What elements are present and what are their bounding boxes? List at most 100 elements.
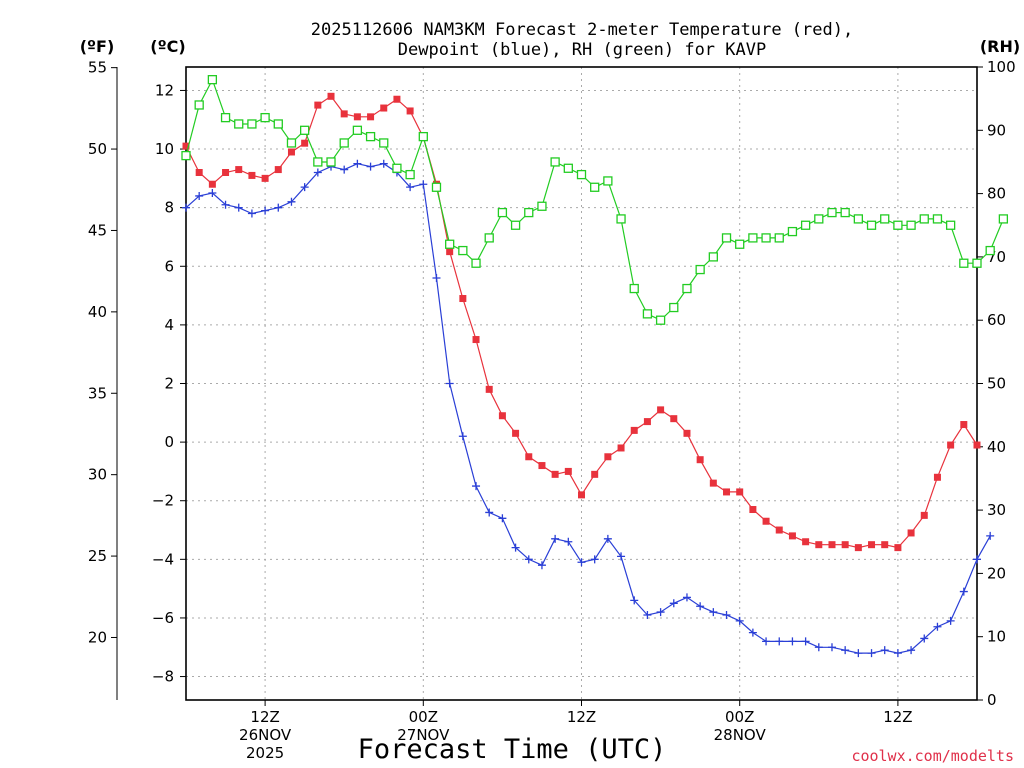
data-point xyxy=(709,479,717,487)
series-relative-humidity xyxy=(181,75,1009,325)
data-point xyxy=(195,191,204,200)
data-point xyxy=(682,283,692,294)
rh-tick-label: 0 xyxy=(987,691,997,709)
data-point xyxy=(920,511,928,519)
data-point xyxy=(723,488,731,496)
fahrenheit-tick-label: 45 xyxy=(88,221,107,239)
data-point xyxy=(445,239,455,249)
data-point xyxy=(512,429,520,437)
rh-tick-label: 20 xyxy=(987,564,1006,582)
data-point xyxy=(524,207,534,218)
celsius-tick-label: −2 xyxy=(152,492,174,510)
data-point xyxy=(828,541,836,549)
data-point xyxy=(459,295,467,303)
data-point xyxy=(695,264,705,275)
data-point xyxy=(392,163,402,173)
data-point xyxy=(972,258,982,268)
data-point xyxy=(708,252,718,262)
rh-tick-label: 80 xyxy=(987,185,1006,203)
x-tick-label-time: 00Z xyxy=(725,708,754,726)
celsius-tick-label: −6 xyxy=(152,609,174,627)
x-tick-label-time: 12Z xyxy=(250,708,279,726)
data-point xyxy=(220,112,231,123)
data-point xyxy=(894,544,902,552)
data-point xyxy=(406,183,415,192)
data-point xyxy=(669,302,679,313)
data-point xyxy=(182,142,190,150)
data-point xyxy=(657,406,665,414)
data-point xyxy=(762,517,770,525)
data-point xyxy=(182,203,190,212)
data-point xyxy=(248,171,256,179)
fahrenheit-tick-label: 25 xyxy=(88,547,107,565)
data-point xyxy=(800,220,811,230)
celsius-tick-label: 0 xyxy=(164,433,174,451)
data-point xyxy=(603,176,613,186)
data-point xyxy=(365,131,376,142)
data-point xyxy=(577,558,586,567)
data-point xyxy=(498,514,507,523)
data-point xyxy=(590,555,599,564)
rh-tick-label: 40 xyxy=(987,438,1006,456)
data-point xyxy=(260,112,270,123)
data-point xyxy=(221,200,230,209)
data-point xyxy=(591,470,599,478)
data-point xyxy=(749,506,757,514)
chart-title-line1: 2025112606 NAM3KM Forecast 2-meter Tempe… xyxy=(311,20,853,40)
data-point xyxy=(788,532,796,540)
data-point xyxy=(550,157,560,167)
data-point xyxy=(590,182,600,192)
data-point xyxy=(274,203,283,212)
data-point xyxy=(207,75,218,85)
data-point xyxy=(709,608,718,617)
data-point xyxy=(300,183,309,192)
data-point xyxy=(208,180,216,188)
data-point xyxy=(630,596,639,605)
data-point xyxy=(854,544,862,552)
x-tick-label-year: 2025 xyxy=(246,744,284,762)
data-point xyxy=(379,138,389,148)
data-point xyxy=(736,488,744,496)
data-point xyxy=(472,336,480,344)
data-point xyxy=(576,169,587,180)
data-point xyxy=(484,233,494,243)
data-point xyxy=(853,214,863,224)
data-point xyxy=(299,125,310,135)
data-point xyxy=(656,608,665,617)
data-point xyxy=(762,637,771,646)
data-point xyxy=(353,113,361,121)
data-point xyxy=(261,206,270,215)
data-point xyxy=(603,534,612,543)
data-point xyxy=(827,207,837,218)
data-point xyxy=(617,444,625,452)
credit-link[interactable]: coolwx.com/modelts xyxy=(851,747,1014,765)
data-point xyxy=(327,92,335,100)
data-point xyxy=(273,119,283,129)
data-point xyxy=(498,412,506,420)
grid-layer xyxy=(186,67,977,700)
data-point xyxy=(881,541,889,549)
data-point xyxy=(933,622,942,631)
data-point xyxy=(353,159,362,168)
data-point xyxy=(696,456,704,464)
data-point xyxy=(524,555,533,564)
data-point xyxy=(696,602,705,611)
data-point xyxy=(551,470,559,478)
data-point xyxy=(815,541,823,549)
rh-tick-label: 30 xyxy=(987,501,1006,519)
data-point xyxy=(367,113,375,121)
data-point xyxy=(682,593,691,602)
chart-title-line2: Dewpoint (blue), RH (green) for KAVP xyxy=(398,40,766,60)
celsius-tick-label: 6 xyxy=(164,257,174,275)
data-point xyxy=(222,169,230,176)
data-point xyxy=(841,646,850,655)
data-point xyxy=(431,182,442,192)
fahrenheit-tick-label: 30 xyxy=(88,466,107,484)
data-point xyxy=(471,258,481,268)
data-point xyxy=(960,421,968,429)
data-point xyxy=(643,418,651,426)
data-point xyxy=(194,100,204,110)
x-tick-label-time: 00Z xyxy=(409,708,438,726)
data-point xyxy=(287,148,295,156)
